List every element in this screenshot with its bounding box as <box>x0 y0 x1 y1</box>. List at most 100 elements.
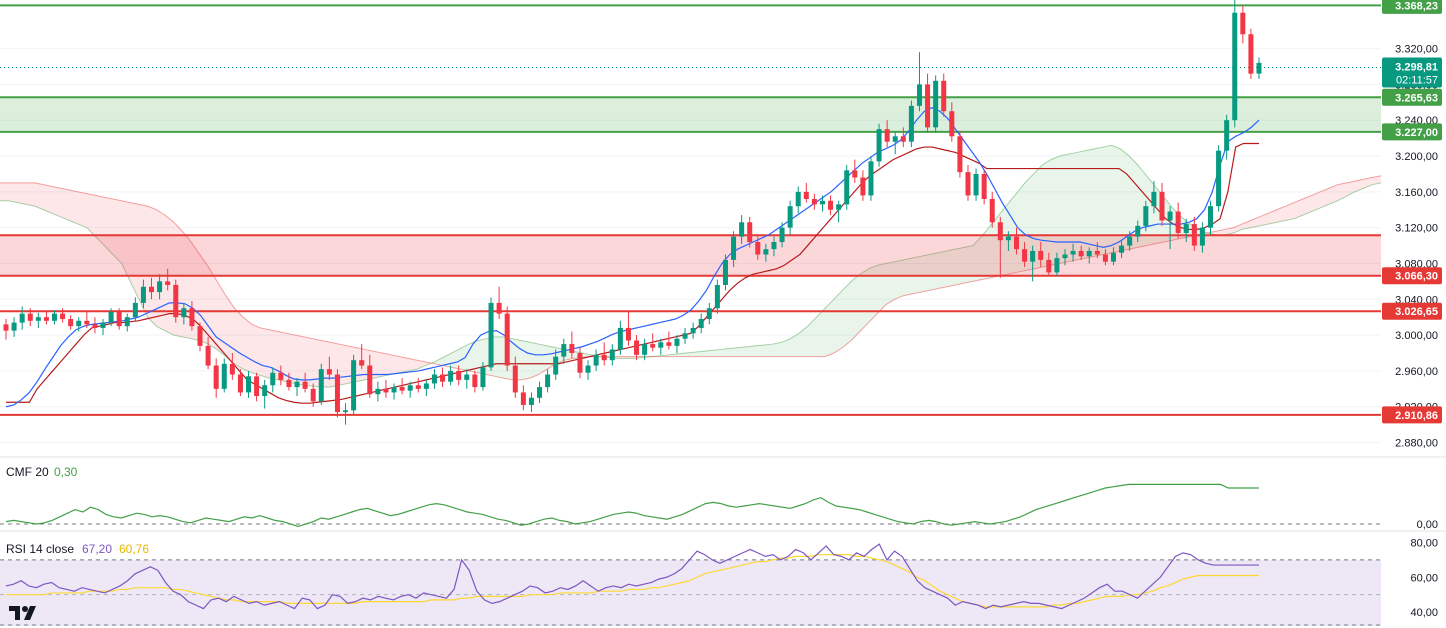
candle <box>472 370 478 393</box>
candle-body <box>585 365 591 373</box>
candle <box>415 378 421 393</box>
candle <box>1248 28 1254 80</box>
candle-body <box>181 308 187 318</box>
candle-body <box>11 322 17 331</box>
candle <box>359 344 365 370</box>
ichimoku-cloud-segment <box>373 351 383 379</box>
ichimoku-cloud-segment <box>243 317 252 373</box>
candle <box>205 336 211 370</box>
candle <box>189 301 195 331</box>
candle-body <box>1248 34 1254 74</box>
candle <box>553 349 559 380</box>
candle <box>698 313 704 334</box>
candle-body <box>286 379 292 388</box>
price-level-tag: 2.910,86 <box>1395 410 1438 422</box>
candle-body <box>1240 12 1246 35</box>
ichimoku-cloud-segment <box>382 353 391 377</box>
candle <box>1183 218 1189 242</box>
candle <box>682 327 688 345</box>
candle-body <box>1062 254 1068 259</box>
ichimoku-cloud-segment <box>338 344 348 386</box>
candle <box>1256 57 1262 80</box>
candle <box>625 311 631 346</box>
candle <box>108 308 114 327</box>
candle-body <box>601 354 607 361</box>
candle <box>237 369 243 397</box>
candle <box>787 200 793 235</box>
ichimoku-cloud-segment <box>1363 177 1373 189</box>
ichimoku-cloud-segment <box>1215 229 1225 235</box>
candle-body <box>116 311 122 327</box>
ichimoku-cloud-segment <box>625 356 635 359</box>
candle-body <box>852 170 858 178</box>
candle-body <box>76 320 82 327</box>
candle <box>916 52 922 112</box>
rsi-ma-value: 60,76 <box>119 542 149 556</box>
candle-body <box>1022 249 1028 262</box>
ichimoku-span-b <box>0 175 1382 381</box>
candle <box>407 381 413 398</box>
candle <box>464 369 470 389</box>
ichimoku-cloud-segment <box>1346 181 1355 197</box>
ichimoku-cloud-segment <box>694 351 704 357</box>
candle-body <box>666 342 672 346</box>
ichimoku-cloud-segment <box>851 274 860 341</box>
candle-body <box>1224 120 1230 151</box>
candle <box>310 383 316 407</box>
candle <box>933 75 939 133</box>
rsi-tick-label: 60,00 <box>1410 572 1438 584</box>
rsi-tick-label: 80,00 <box>1410 537 1438 549</box>
price-tick-label: 3.320,00 <box>1395 44 1438 56</box>
candle-body <box>553 356 559 375</box>
candle-body <box>221 363 227 389</box>
candle-body <box>391 387 397 393</box>
candle-body <box>1151 191 1157 207</box>
ichimoku-cloud-segment <box>1085 148 1095 259</box>
candle <box>771 236 777 257</box>
ichimoku-cloud-segment <box>1259 213 1269 226</box>
candle-body <box>1256 62 1262 74</box>
ichimoku-cloud-segment <box>469 340 478 373</box>
price-tick-label: 3.120,00 <box>1395 223 1438 235</box>
candle-body <box>997 222 1003 241</box>
cmf-line <box>5 483 1259 528</box>
candle-body <box>1143 206 1149 226</box>
candle <box>949 102 955 142</box>
candle <box>1005 231 1011 251</box>
ichimoku-cloud-segment <box>43 184 53 214</box>
candle-body <box>803 191 809 200</box>
candle-body <box>625 327 631 341</box>
candle <box>3 318 9 340</box>
candle-body <box>43 317 49 321</box>
ichimoku-cloud-segment <box>929 252 939 291</box>
candle <box>690 322 696 339</box>
candle-body <box>981 173 987 200</box>
ichimoku-cloud-segment <box>903 258 912 296</box>
ichimoku-cloud-segment <box>1103 145 1112 255</box>
ichimoku-cloud-segment <box>69 190 79 225</box>
ichimoku-cloud-segment <box>981 225 991 280</box>
ichimoku-cloud-segment <box>425 361 435 366</box>
candle-body <box>334 374 340 413</box>
ichimoku-cloud-segment <box>78 191 87 228</box>
price-level-tag: 3.026,65 <box>1395 306 1438 318</box>
ichimoku-cloud-segment <box>833 290 843 354</box>
ichimoku-cloud-segment <box>1328 184 1338 205</box>
candle-body <box>1086 250 1092 257</box>
candle-body <box>165 281 171 285</box>
price-pane <box>0 0 1382 444</box>
ichimoku-cloud-segment <box>269 329 278 380</box>
candle-body <box>836 204 842 210</box>
candle <box>900 127 906 148</box>
candle-body <box>747 222 753 242</box>
candle-body <box>51 313 58 321</box>
candle <box>892 132 898 155</box>
candle <box>343 403 349 425</box>
candle <box>828 195 834 216</box>
candle <box>326 356 332 380</box>
candle-body <box>375 388 381 395</box>
candle-body <box>819 200 825 205</box>
cmf-pane <box>0 483 1381 528</box>
candle-body <box>108 311 114 323</box>
tenkan-sen-line <box>5 107 1260 408</box>
